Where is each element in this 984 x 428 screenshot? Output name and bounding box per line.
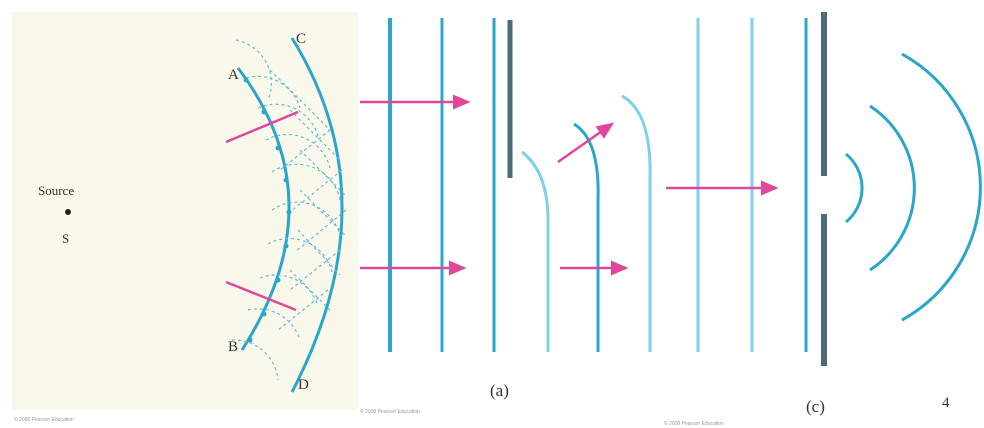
circular-wave-2: [869, 104, 916, 272]
huygens-panel-background: [12, 12, 358, 410]
credit-right: © 2008 Pearson Education: [664, 421, 724, 427]
circular-wave-3: [901, 52, 982, 322]
figure-number: 4: [942, 395, 950, 411]
huygens-ray-lower: [225, 280, 297, 312]
point-c-label: C: [296, 31, 307, 47]
ray-a-diffracted: [557, 122, 615, 164]
source-label: Source: [38, 183, 75, 198]
caption-panel-c: (c): [806, 397, 825, 416]
caption-panel-a: (a): [490, 381, 509, 400]
diffracted-edge-1: [521, 150, 550, 352]
circular-wave-1: [845, 152, 864, 224]
source-symbol: S: [62, 231, 70, 246]
credit-middle: © 2008 Pearson Education: [360, 409, 420, 415]
point-a-label: A: [228, 67, 239, 83]
point-d-label: D: [298, 377, 309, 393]
wavelet-source-points: [243, 77, 292, 343]
diffracted-edge-2: [573, 122, 600, 352]
wavefront-cd: [290, 37, 344, 393]
secondary-wavelets: [231, 39, 347, 381]
source-point: [65, 209, 71, 215]
diffracted-edge-3: [621, 94, 652, 352]
credit-left: © 2008 Pearson Education: [14, 417, 74, 423]
huygens-ray-upper: [225, 110, 299, 144]
point-b-label: B: [228, 339, 239, 355]
wavefront-ab: [236, 67, 291, 351]
